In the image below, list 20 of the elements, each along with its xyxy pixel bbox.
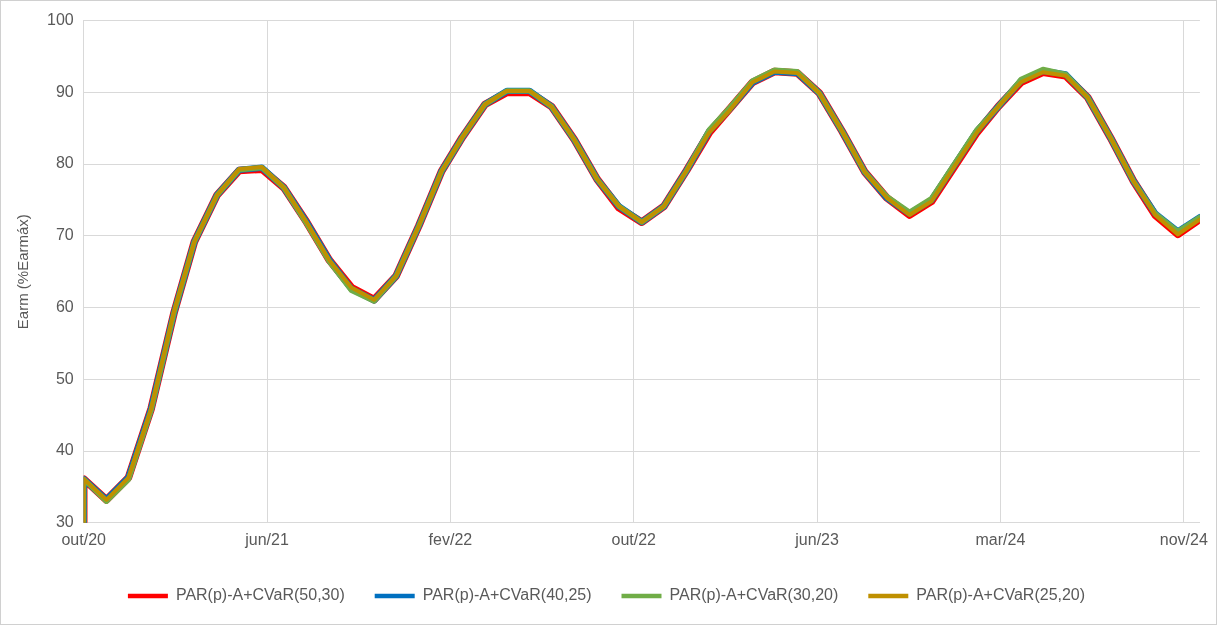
x-tick-label: nov/24: [1159, 530, 1208, 548]
y-tick-label: 60: [55, 297, 74, 315]
y-tick-label: 90: [55, 82, 74, 100]
y-tick-label: 30: [55, 513, 74, 531]
legend-label: PAR(p)-A+CVaR(50,30): [175, 586, 345, 604]
x-tick-label: out/20: [61, 530, 107, 548]
legend-label: PAR(p)-A+CVaR(30,20): [669, 586, 839, 604]
x-tick-label: jun/21: [244, 530, 289, 548]
y-tick-label: 50: [55, 369, 74, 387]
y-tick-label: 70: [55, 226, 74, 244]
y-tick-label: 80: [55, 154, 74, 172]
y-tick-label: 100: [46, 11, 74, 29]
x-tick-label: mar/24: [975, 530, 1026, 548]
y-tick-label: 40: [55, 441, 74, 459]
y-axis-title: Earm (%Earmáx): [14, 214, 32, 330]
x-tick-label: jun/23: [794, 530, 839, 548]
x-tick-label: fev/22: [428, 530, 473, 548]
legend-label: PAR(p)-A+CVaR(40,25): [422, 586, 592, 604]
legend-label: PAR(p)-A+CVaR(25,20): [916, 586, 1086, 604]
x-tick-label: out/22: [611, 530, 657, 548]
